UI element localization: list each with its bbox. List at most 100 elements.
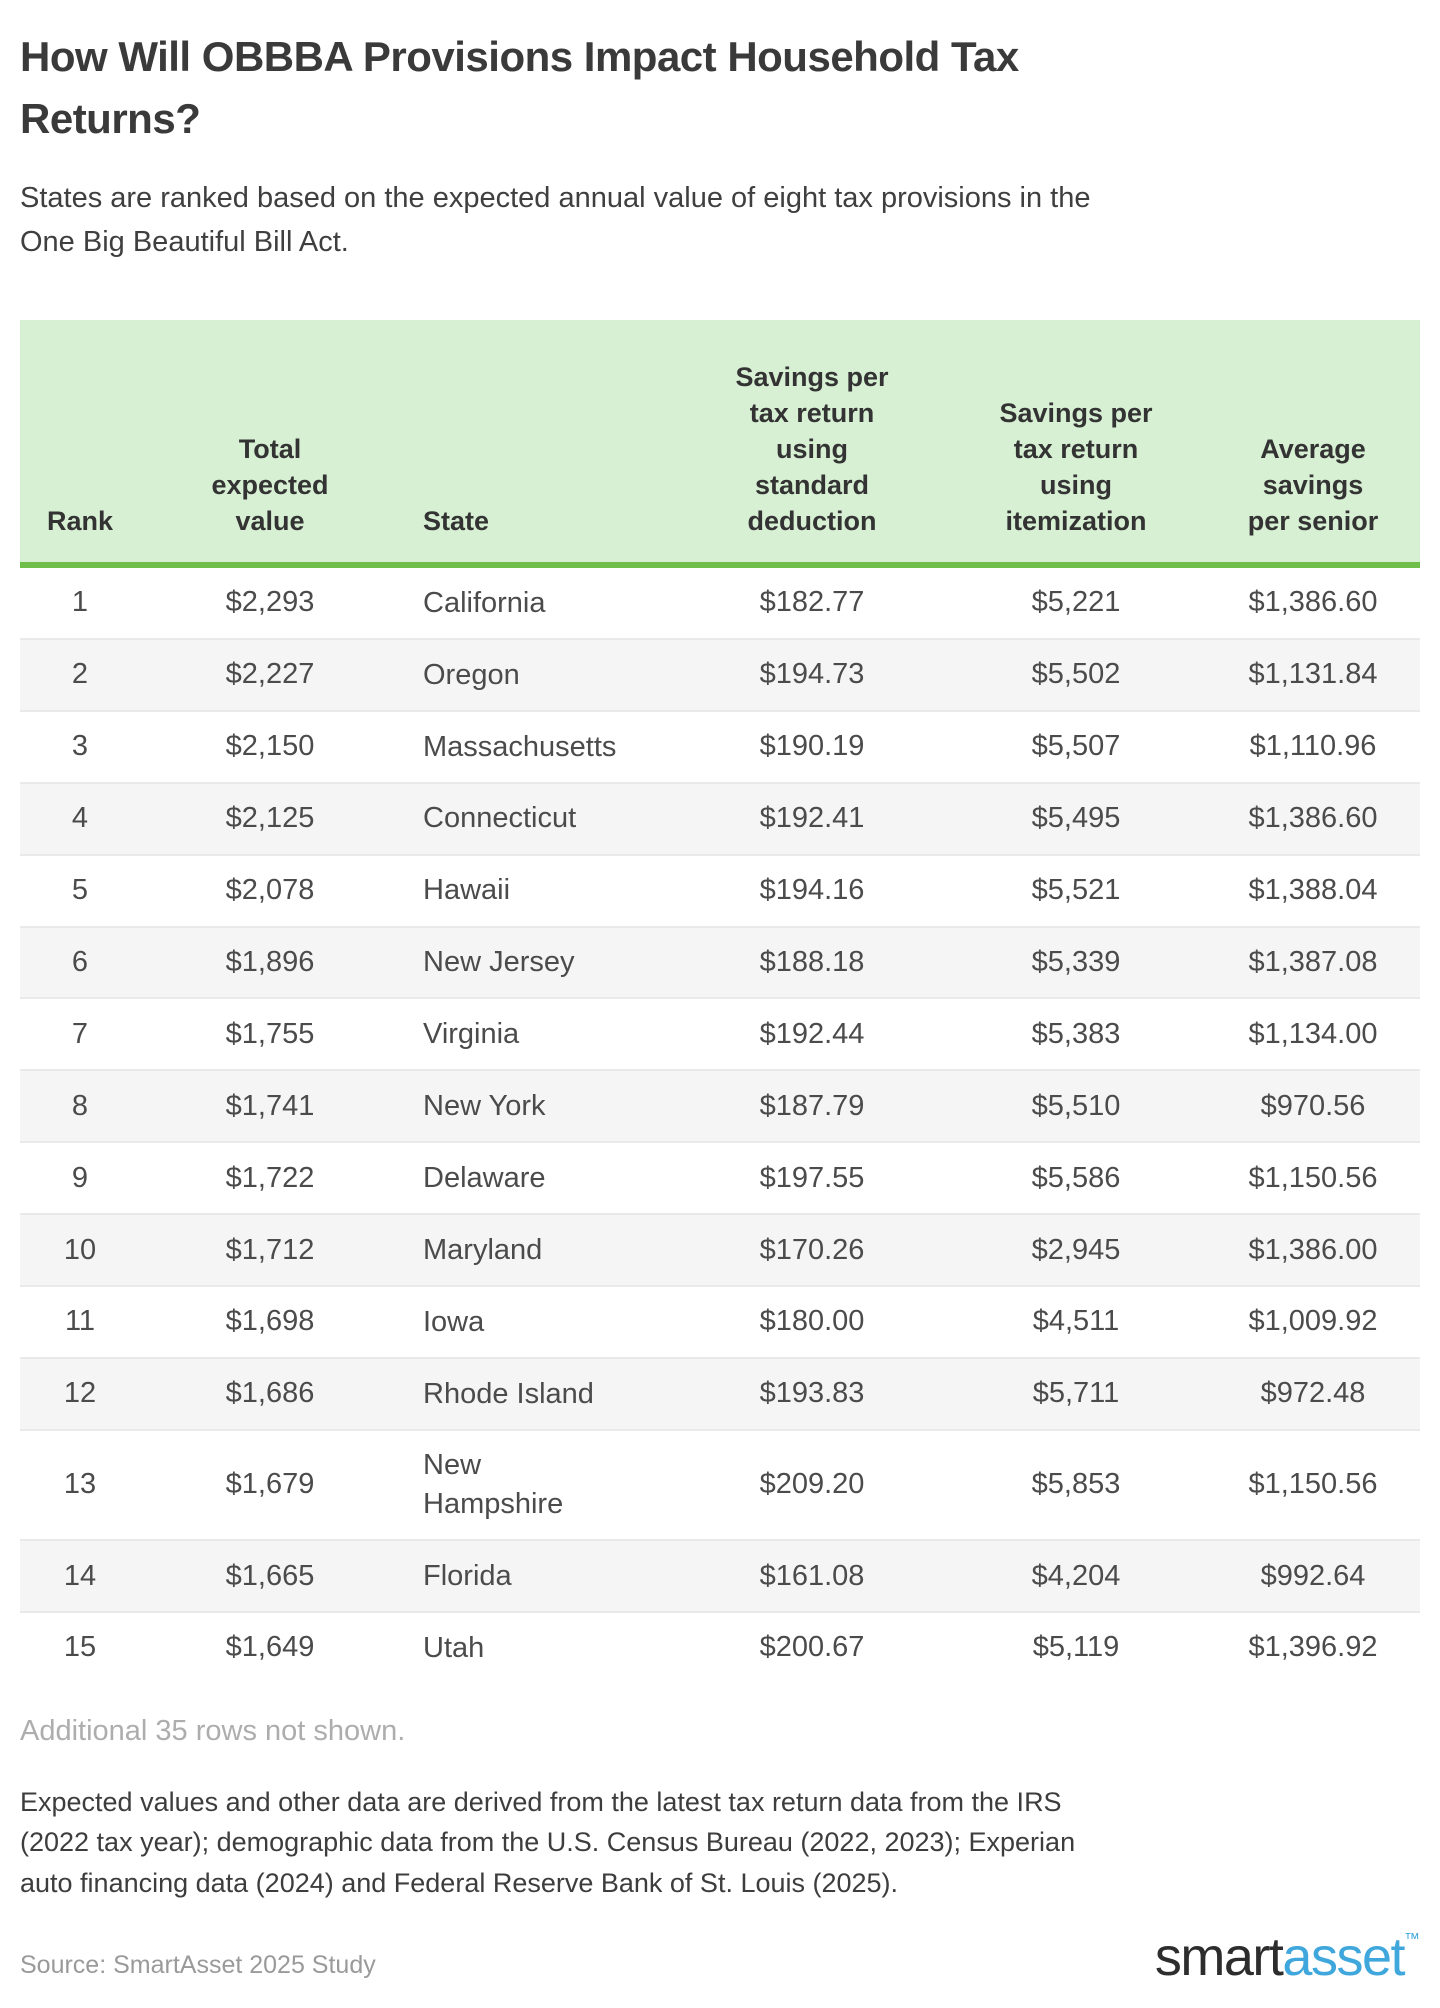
cell-std: $190.19	[759, 730, 865, 763]
cell-state: Florida	[400, 1540, 678, 1612]
cell-rank: 15	[63, 1631, 97, 1664]
cell-senior: $972.48	[1260, 1377, 1366, 1410]
cell-senior: $1,386.60	[1248, 802, 1378, 835]
cell-senior: $1,386.00	[1248, 1233, 1378, 1266]
cell-total: $1,755	[225, 1017, 315, 1050]
cell-senior: $1,396.92	[1248, 1631, 1378, 1664]
cell-total: $2,078	[225, 874, 315, 906]
cell-item: $5,853	[1031, 1468, 1121, 1501]
cell-rank: 4	[71, 802, 89, 835]
table-row: 1 $2,293 California $182.77 $5,221 $1,386.60	[20, 565, 1420, 639]
state-name: Oregon	[423, 658, 520, 691]
cell-total: $1,712	[225, 1233, 315, 1266]
logo-asset: asset	[1282, 1927, 1405, 1988]
cell-std: $200.67	[759, 1631, 865, 1664]
cell-std: $170.26	[759, 1233, 865, 1266]
table-row: 8 $1,741 New York $187.79 $5,510 $970.56	[20, 1070, 1420, 1143]
trademark-icon: ™	[1404, 1931, 1420, 1949]
cell-item: $2,945	[1031, 1233, 1121, 1266]
cell-senior: $970.56	[1260, 1089, 1366, 1122]
cell-total: $1,896	[225, 945, 315, 978]
cell-item: $5,339	[1031, 945, 1121, 978]
cell-item: $5,119	[1032, 1631, 1120, 1664]
cell-std: $188.18	[759, 945, 865, 978]
cell-senior: $1,386.60	[1248, 586, 1378, 619]
cell-senior: $992.64	[1260, 1559, 1366, 1592]
cell-std: $187.79	[759, 1089, 865, 1122]
cell-senior: $1,110.96	[1249, 730, 1377, 763]
cell-item: $5,495	[1031, 802, 1121, 835]
cell-senior: $1,387.08	[1248, 945, 1378, 978]
column-header-senior: Average savings per senior	[1206, 320, 1420, 565]
state-name: Virginia	[423, 1018, 520, 1051]
table-row: 5 $2,078 Hawaii $194.16 $5,521 $1,388.04	[20, 854, 1420, 927]
cell-state: Utah	[400, 1612, 678, 1683]
cell-std: $192.44	[759, 1017, 865, 1050]
cell-state: Hawaii	[400, 855, 678, 927]
cell-std: $182.77	[759, 586, 865, 619]
column-header-state: State	[400, 320, 678, 565]
cell-rank: 13	[63, 1468, 97, 1501]
cell-std: $193.83	[759, 1377, 865, 1410]
column-header-rank: Rank	[20, 320, 140, 565]
cell-rank: 8	[71, 1089, 89, 1122]
cell-item: $5,221	[1031, 586, 1121, 619]
source-text: Source: SmartAsset 2025 Study	[20, 1951, 376, 1980]
cell-item: $5,507	[1031, 730, 1121, 763]
cell-rank: 9	[71, 1161, 89, 1194]
smartasset-logo: smartasset™	[1155, 1930, 1420, 1984]
table-row: 4 $2,125 Connecticut $192.41 $5,495 $1,386.60	[20, 782, 1420, 855]
column-header-std: Savings per tax return using standard de…	[678, 320, 946, 565]
cell-state: New Hampshire	[400, 1430, 678, 1540]
column-header-item: Savings per tax return using itemization	[946, 320, 1206, 565]
note-additional-rows: Additional 35 rows not shown.	[20, 1714, 406, 1747]
cell-total: $1,665	[225, 1559, 315, 1592]
state-name: Utah	[423, 1631, 485, 1664]
cell-rank: 3	[71, 730, 89, 763]
table-row: 9 $1,722 Delaware $197.55 $5,586 $1,150.56	[20, 1142, 1420, 1214]
cell-std: $180.00	[759, 1305, 865, 1338]
cell-senior: $1,150.56	[1248, 1161, 1378, 1194]
logo-smart: smart	[1154, 1927, 1284, 1988]
column-header-total: Total expected value	[140, 320, 400, 565]
cell-total: $1,686	[225, 1377, 315, 1410]
cell-total: $2,125	[225, 802, 315, 835]
page-subtitle: States are ranked based on the expected …	[20, 182, 1091, 258]
cell-rank: 5	[71, 874, 89, 906]
cell-state: Connecticut	[400, 783, 678, 855]
state-name: Maryland	[423, 1233, 543, 1266]
cell-std: $194.73	[759, 658, 865, 691]
table-row: 12 $1,686 Rhode Island $193.83 $5,711 $972.48	[20, 1357, 1420, 1430]
cell-state: California	[400, 565, 678, 639]
table-row: 10 $1,712 Maryland $170.26 $2,945 $1,386.00	[20, 1214, 1420, 1287]
page-title: How Will OBBBA Provisions Impact Househo…	[20, 33, 1019, 142]
cell-senior: $1,150.56	[1248, 1468, 1378, 1501]
cell-total: $2,293	[225, 586, 315, 619]
state-name: New Hampshire	[423, 1448, 564, 1521]
cell-std: $209.20	[759, 1468, 865, 1501]
cell-state: Delaware	[400, 1142, 678, 1214]
cell-rank: 10	[63, 1233, 97, 1266]
cell-state: New York	[400, 1070, 678, 1142]
cell-state: Virginia	[400, 998, 678, 1070]
cell-state: New Jersey	[400, 927, 678, 999]
methodology-note: Expected values and other data are deriv…	[20, 1786, 1076, 1898]
footer-row: Source: SmartAsset 2025 Study smartasset…	[20, 1930, 1420, 1984]
table-row: 3 $2,150 Massachusetts $190.19 $5,507 $1,110.…	[20, 710, 1420, 783]
state-name: Rhode Island	[423, 1377, 594, 1410]
table-body: 1 $2,293 California $182.77 $5,221 $1,386.60 2…	[20, 565, 1420, 1683]
cell-state: Massachusetts	[400, 711, 678, 783]
cell-total: $1,741	[225, 1089, 315, 1122]
state-name: California	[423, 586, 546, 619]
cell-rank: 14	[63, 1559, 97, 1592]
cell-item: $5,521	[1031, 874, 1121, 906]
cell-std: $194.16	[759, 874, 865, 906]
cell-rank: 11	[64, 1305, 96, 1338]
state-name: Iowa	[423, 1305, 485, 1338]
table-row: 7 $1,755 Virginia $192.44 $5,383 $1,134.00	[20, 998, 1420, 1070]
cell-total: $1,698	[225, 1305, 315, 1338]
cell-std: $161.08	[759, 1559, 865, 1592]
cell-state: Iowa	[400, 1286, 678, 1358]
table-row: 2 $2,227 Oregon $194.73 $5,502 $1,131.84	[20, 638, 1420, 711]
cell-total: $2,227	[225, 658, 315, 691]
